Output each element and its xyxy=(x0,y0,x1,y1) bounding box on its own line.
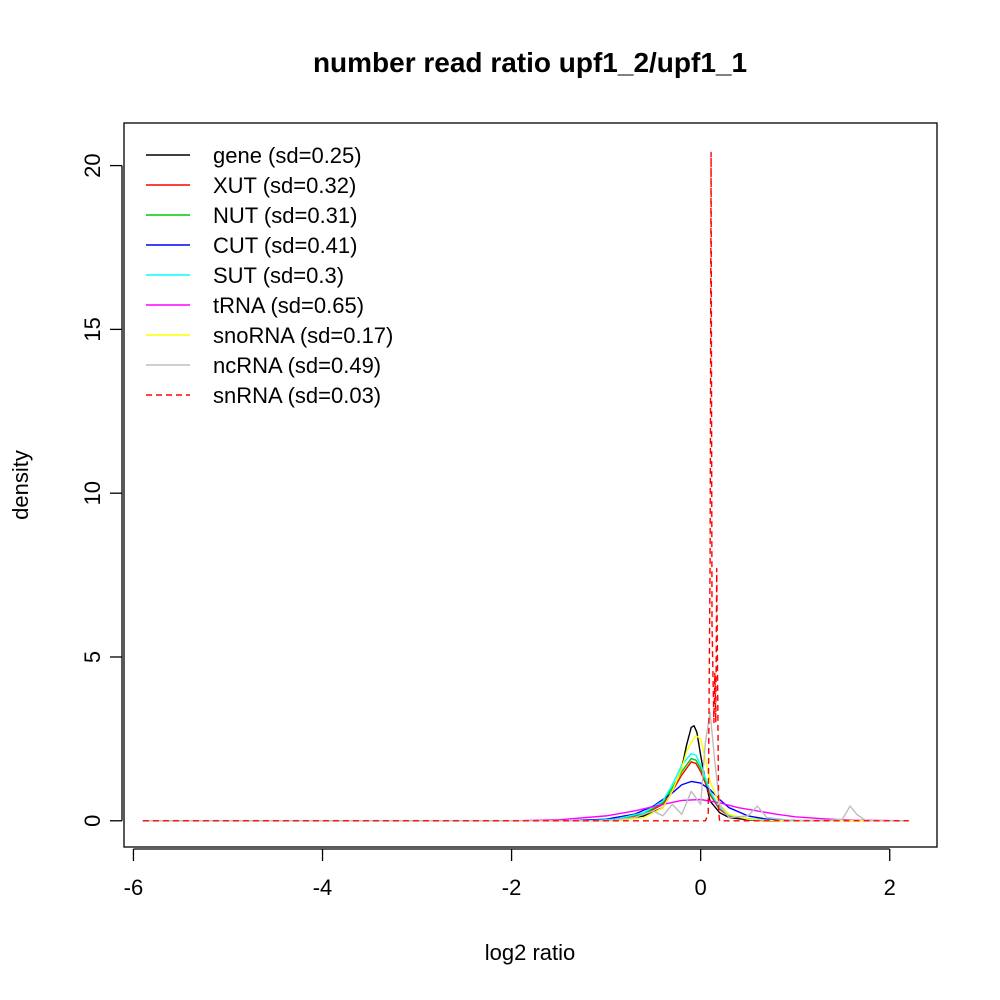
series-line xyxy=(142,757,909,822)
x-tick-label: 0 xyxy=(695,875,707,900)
legend-label: SUT (sd=0.3) xyxy=(213,263,344,288)
series-line xyxy=(142,711,909,822)
legend-label: gene (sd=0.25) xyxy=(213,143,362,168)
x-axis-label: log2 ratio xyxy=(485,940,576,965)
series-line xyxy=(142,761,909,822)
x-tick-label: -6 xyxy=(124,875,144,900)
series-line xyxy=(142,725,909,822)
legend-label: snRNA (sd=0.03) xyxy=(213,383,381,408)
legend-label: XUT (sd=0.32) xyxy=(213,173,356,198)
series-line xyxy=(142,752,909,822)
legend-label: CUT (sd=0.41) xyxy=(213,233,357,258)
series-layer xyxy=(142,151,909,822)
x-tick-label: -2 xyxy=(502,875,522,900)
x-axis: -6 -4 -2 0 2 xyxy=(124,848,896,900)
chart-title: number read ratio upf1_2/upf1_1 xyxy=(313,47,747,78)
legend-label: snoRNA (sd=0.17) xyxy=(213,323,393,348)
y-tick-label: 20 xyxy=(80,153,105,177)
y-tick-label: 10 xyxy=(80,481,105,505)
series-line xyxy=(142,780,909,822)
legend-label: ncRNA (sd=0.49) xyxy=(213,353,381,378)
plot-frame xyxy=(123,122,938,848)
y-tick-label: 15 xyxy=(80,317,105,341)
x-tick-label: 2 xyxy=(884,875,896,900)
legend-label: tRNA (sd=0.65) xyxy=(213,293,364,318)
legend: gene (sd=0.25) XUT (sd=0.32) NUT (sd=0.31)… xyxy=(146,143,393,408)
series-line xyxy=(142,151,909,822)
series-line xyxy=(142,734,909,822)
y-axis-label: density xyxy=(8,450,33,520)
y-axis: 0 5 10 15 20 xyxy=(80,153,123,827)
series-line xyxy=(142,798,909,822)
y-tick-label: 0 xyxy=(80,815,105,827)
legend-label: NUT (sd=0.31) xyxy=(213,203,357,228)
y-tick-label: 5 xyxy=(80,651,105,663)
x-tick-label: -4 xyxy=(313,875,333,900)
